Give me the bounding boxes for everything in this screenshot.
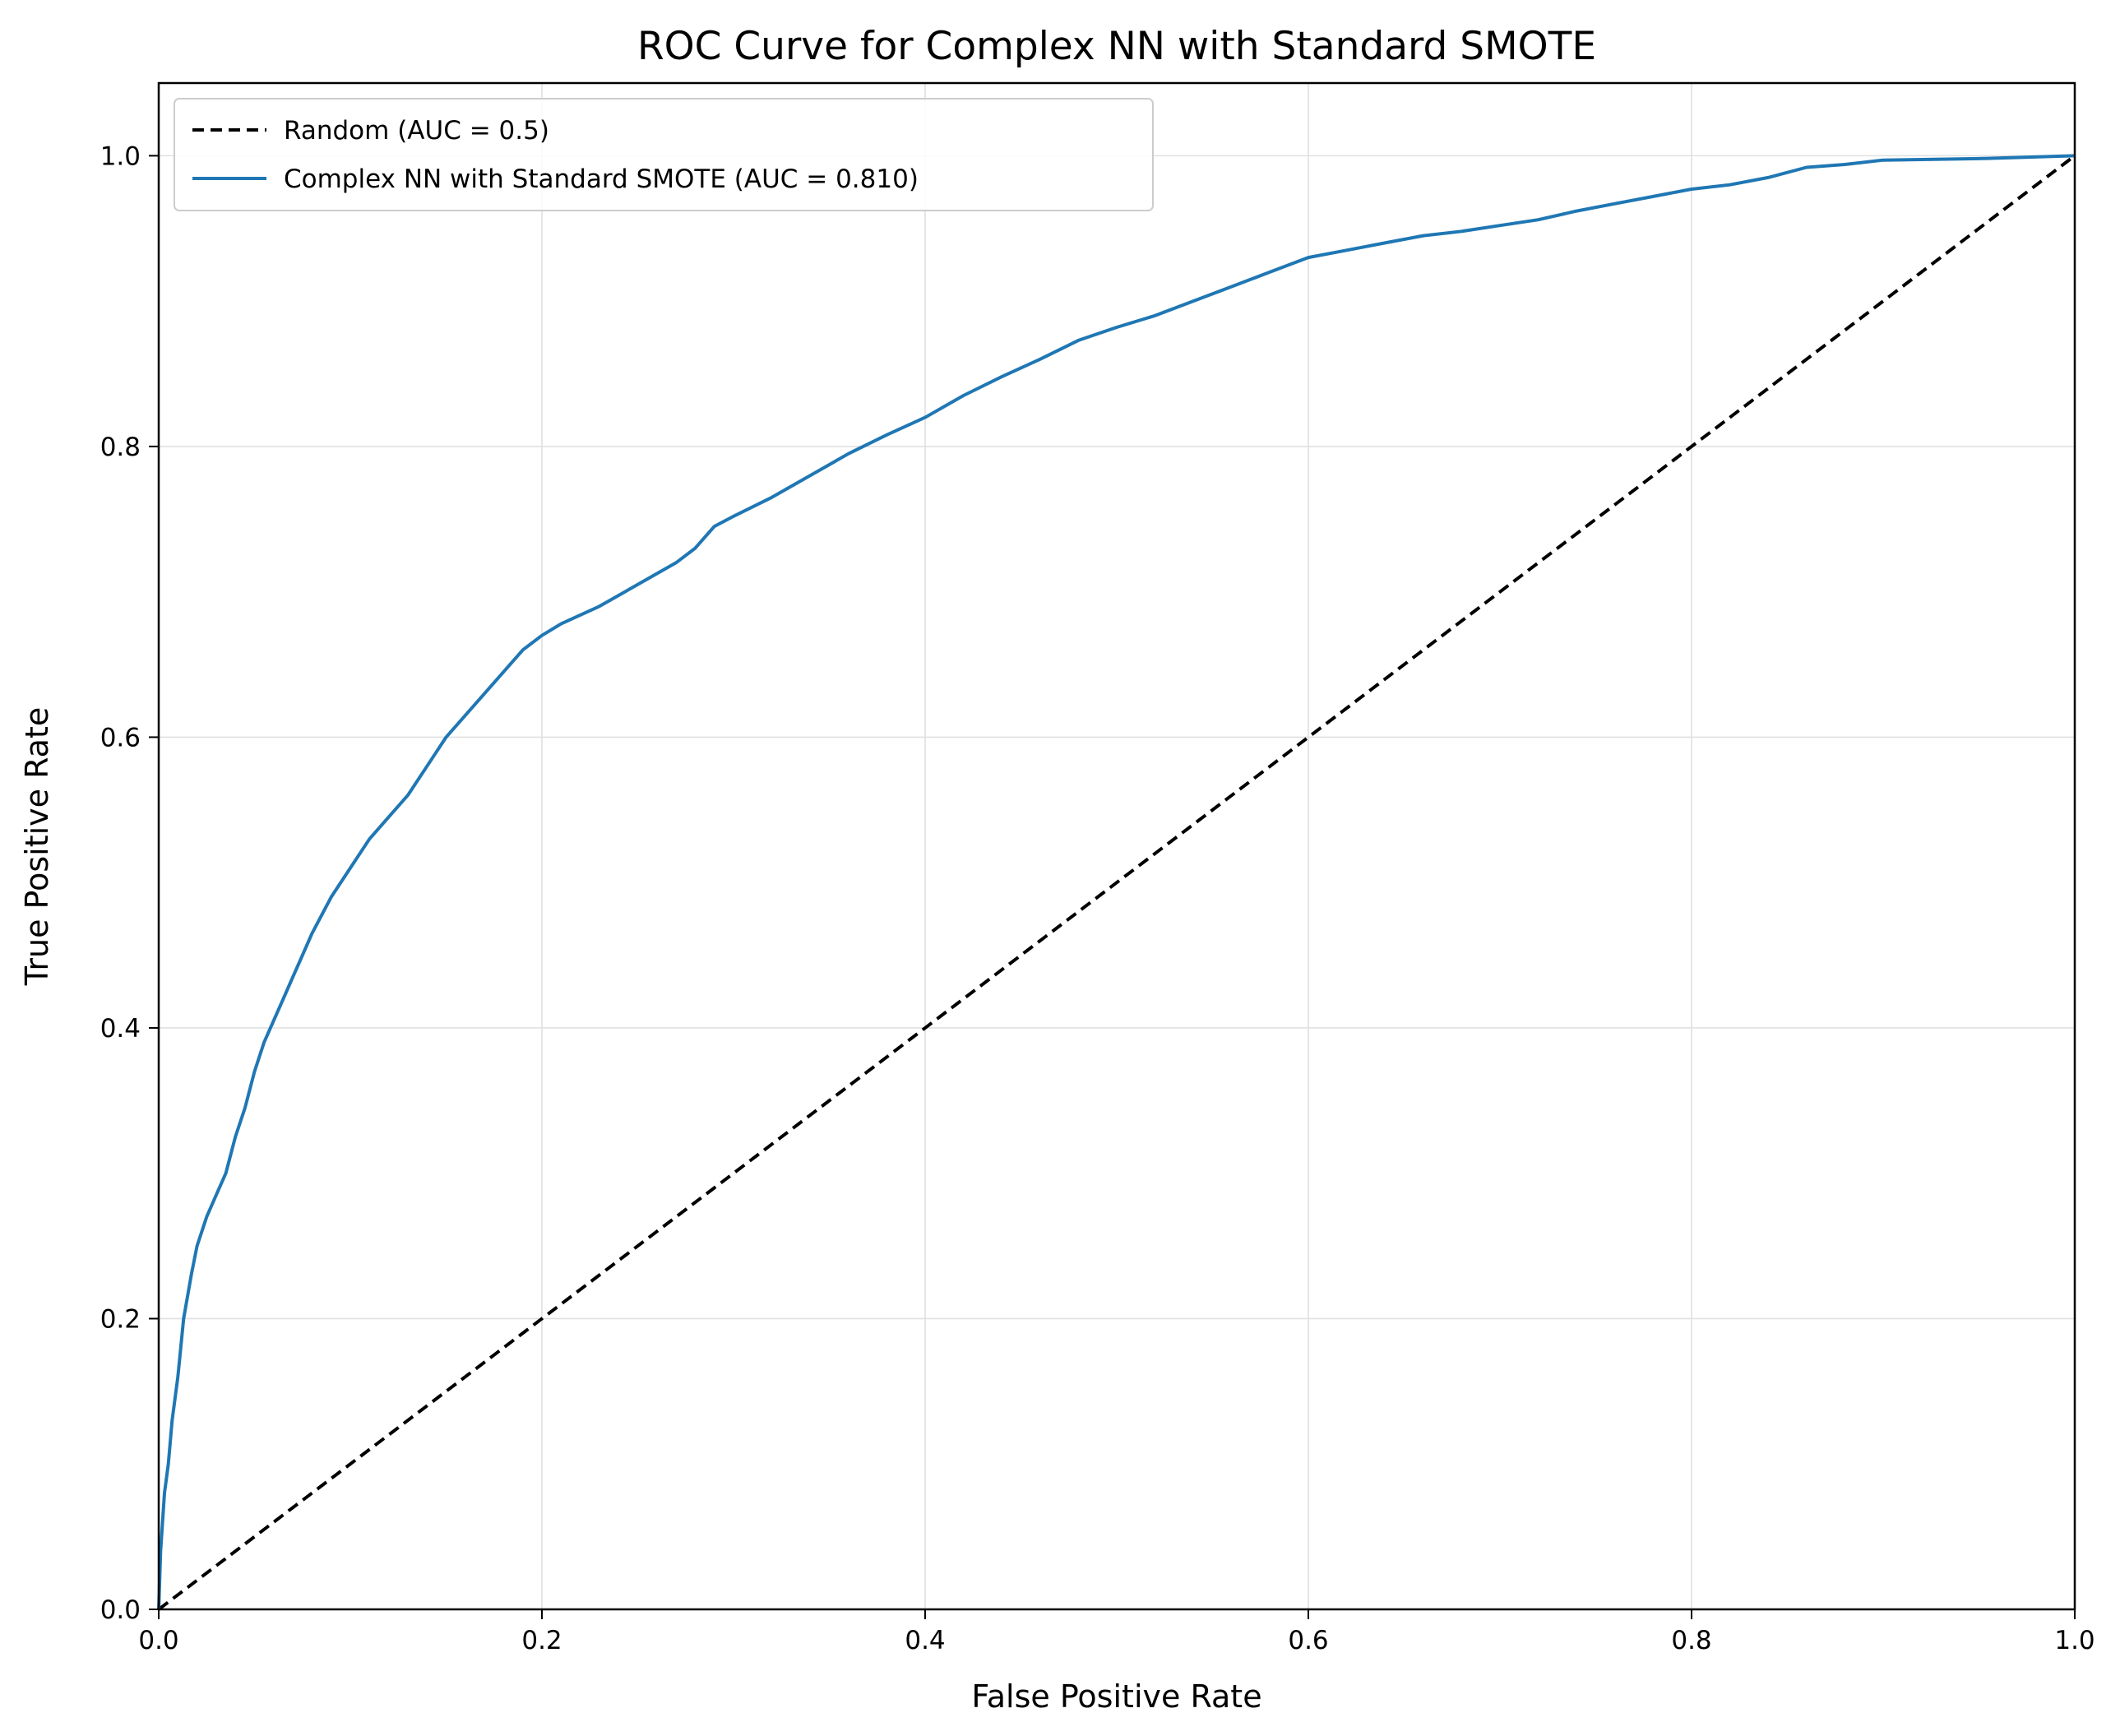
y-tick-label: 0.2 <box>100 1304 141 1334</box>
ticks: 0.0 0.2 0.4 0.6 0.8 1.0 0.0 0.2 0.4 0.6 0.8 1.0 <box>100 141 2095 1655</box>
y-tick-label: 0.0 <box>100 1595 141 1625</box>
roc-curve-line <box>157 154 2076 1610</box>
legend-entry-label: Random (AUC = 0.5) <box>284 116 549 146</box>
x-tick-label: 0.8 <box>1671 1626 1711 1655</box>
legend-box <box>174 98 1154 211</box>
x-tick-label: 0.4 <box>905 1626 945 1655</box>
x-tick-label: 0.6 <box>1288 1626 1328 1655</box>
y-axis-label: True Positive Rate <box>19 707 55 987</box>
y-tick-label: 0.4 <box>100 1014 141 1044</box>
y-tick-label: 0.6 <box>100 723 141 752</box>
x-tick-label: 1.0 <box>2054 1626 2095 1655</box>
plot-series <box>157 154 2076 1611</box>
legend-entry-label: Complex NN with Standard SMOTE (AUC = 0.… <box>284 164 919 194</box>
axes-frame <box>157 81 2076 1611</box>
x-tick-label: 0.2 <box>521 1626 562 1655</box>
random-baseline-line <box>157 154 2076 1611</box>
y-tick-label: 1.0 <box>100 141 141 171</box>
y-tick-label: 0.8 <box>100 433 141 462</box>
x-tick-label: 0.0 <box>138 1626 178 1655</box>
legend: Random (AUC = 0.5) Complex NN with Standa… <box>174 98 1154 211</box>
chart-title: ROC Curve for Complex NN with Standard S… <box>637 24 1596 69</box>
x-axis-label: False Positive Rate <box>971 1678 1261 1715</box>
